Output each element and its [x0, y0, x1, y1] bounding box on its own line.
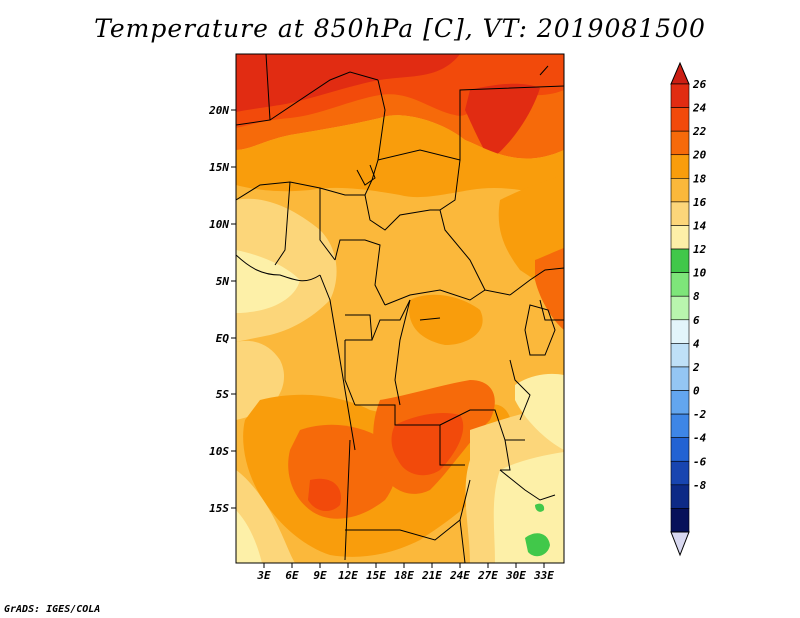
plot-title: Temperature at 850hPa [C], VT: 201908150…	[94, 14, 706, 43]
colorbar-segment	[670, 413, 690, 438]
x-tick-label: 27E	[477, 569, 498, 582]
colorbar-label: 6	[693, 314, 700, 327]
y-tick-label: 15S	[209, 502, 229, 515]
colorbar-label: 22	[692, 125, 707, 138]
colorbar-label: 4	[693, 337, 700, 350]
temperature-field	[236, 54, 564, 563]
colorbar-label: -2	[693, 408, 707, 421]
colorbar-label: 10	[693, 267, 707, 280]
colorbar-segment	[670, 130, 690, 156]
x-tick-label: 3E	[256, 569, 271, 582]
y-tick-label: 10N	[209, 218, 229, 231]
colorbar-segment	[670, 508, 690, 533]
colorbar-segment	[670, 272, 690, 297]
y-tick-label: 5S	[216, 388, 230, 401]
colorbar-label: 26	[692, 78, 707, 91]
colorbar-segment	[670, 343, 690, 368]
y-tick-label: 10S	[209, 445, 229, 458]
grads-credit: GrADS: IGES/COLA	[4, 604, 101, 615]
axis-ticks	[231, 109, 545, 568]
colorbar-segment	[670, 366, 690, 391]
y-tick-label: 15N	[209, 161, 229, 174]
colorbar-label: 20	[692, 149, 707, 162]
country-borders	[236, 54, 564, 563]
colorbar-segment	[670, 201, 690, 226]
colorbar-label: 2	[692, 361, 700, 374]
x-tick-label: 12E	[338, 569, 358, 582]
colorbar-segment	[670, 295, 690, 321]
colorbar-segment	[670, 83, 690, 108]
colorbar-label: 16	[693, 196, 707, 209]
colorbar-label: 8	[693, 290, 700, 303]
colorbar-label: -4	[693, 432, 707, 445]
y-tick-label: EQ	[216, 332, 230, 345]
x-tick-label: 33E	[533, 569, 554, 582]
colorbar-segment	[670, 107, 690, 132]
colorbar-segment	[670, 484, 690, 509]
x-tick-label: 24E	[449, 569, 470, 582]
colorbar-segment	[670, 390, 690, 415]
colorbar-segments	[670, 83, 690, 533]
colorbar-label: 14	[693, 219, 707, 232]
x-tick-label: 15E	[366, 569, 386, 582]
x-tick-label: 9E	[313, 569, 327, 582]
colorbar-segment	[670, 178, 690, 203]
x-tick-label: 18E	[394, 569, 414, 582]
colorbar-segment	[670, 460, 690, 486]
y-axis-labels: 20N 15N 10N 5N EQ 5S 10S 15S	[208, 104, 229, 515]
colorbar-label: 24	[692, 102, 707, 115]
colorbar-low-arrow	[670, 531, 690, 557]
colorbar-segment	[670, 225, 690, 250]
x-tick-label: 6E	[285, 569, 299, 582]
colorbar-label: 12	[693, 243, 707, 256]
colorbar-segment	[670, 437, 690, 462]
colorbar-label: -6	[693, 455, 707, 468]
y-tick-label: 5N	[216, 275, 230, 288]
colorbar-label: -8	[693, 479, 707, 492]
x-tick-label: 30E	[505, 569, 526, 582]
y-tick-label: 20N	[208, 104, 229, 117]
x-axis-labels: 3E 6E 9E 12E 15E 18E 21E 24E 27E 30E 33E	[256, 569, 554, 582]
colorbar-label: 0	[693, 385, 700, 398]
colorbar-segment	[670, 319, 690, 344]
map-frame	[235, 53, 565, 564]
colorbar-high-arrow	[670, 61, 690, 85]
colorbar-label: 18	[693, 172, 707, 185]
x-tick-label: 21E	[421, 569, 442, 582]
colorbar-segment	[670, 154, 690, 179]
colorbar-segment	[670, 248, 690, 273]
